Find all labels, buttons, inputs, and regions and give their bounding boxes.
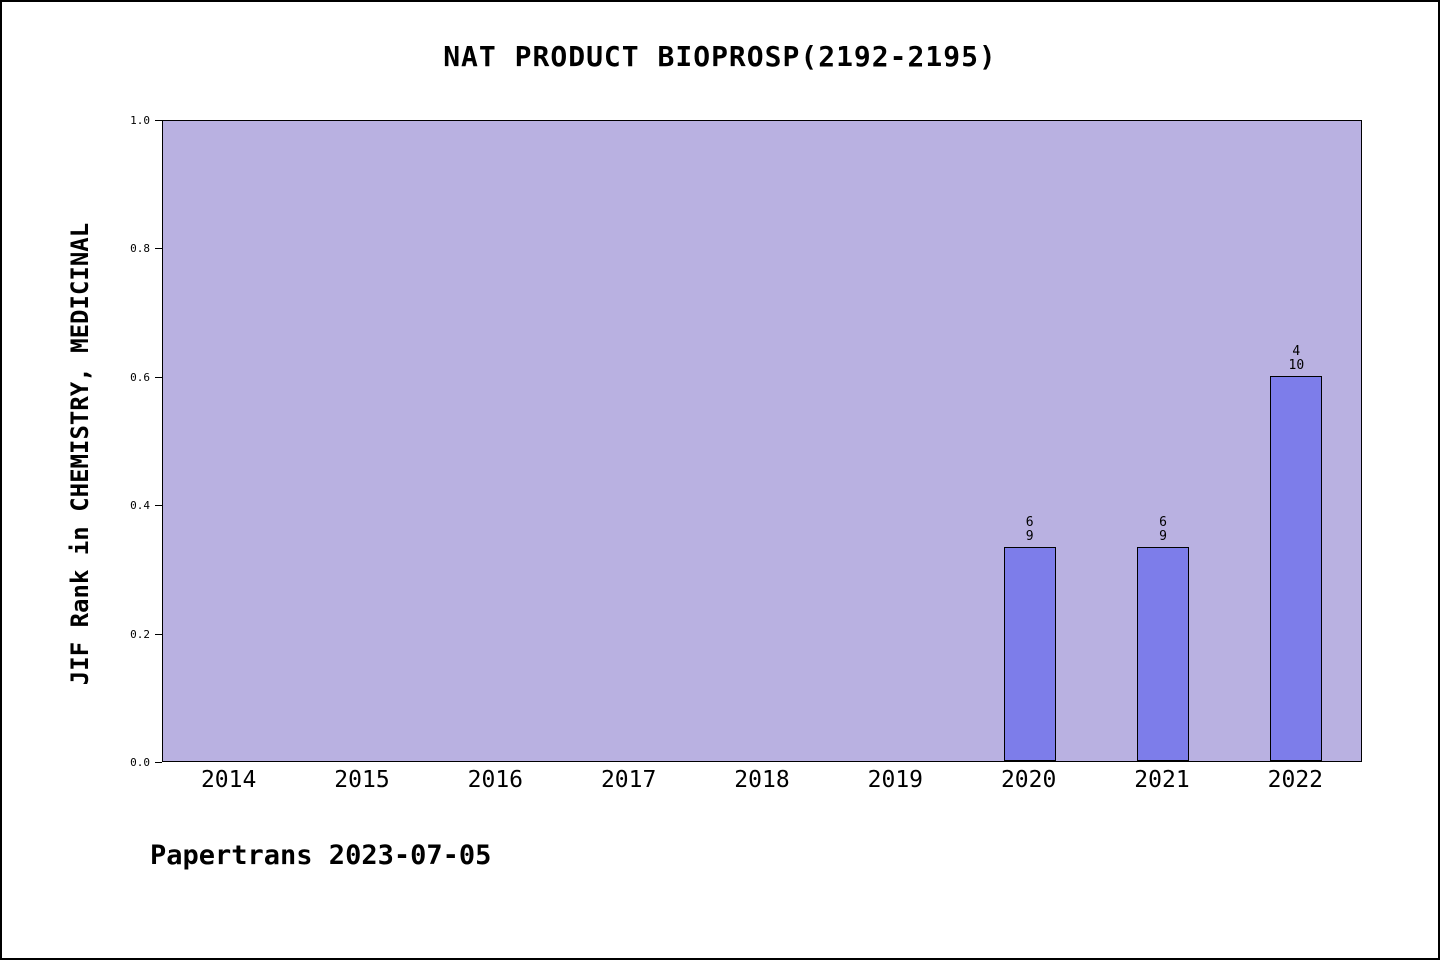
bar-value-label-2022: 4 10 xyxy=(1288,343,1305,373)
x-tick-label-2015: 2015 xyxy=(334,767,390,793)
x-tick-label-2014: 2014 xyxy=(200,767,257,793)
chart-title: NAT PRODUCT BIOPROSP(2192-2195) xyxy=(443,40,997,73)
x-tick-label-2021: 2021 xyxy=(1134,767,1190,793)
y-tick-mark xyxy=(155,376,162,378)
bar-value-label-2020: 6 9 xyxy=(1025,515,1034,545)
footer-watermark: Papertrans 2023-07-05 xyxy=(150,840,492,871)
y-tick-mark xyxy=(155,120,162,121)
plot-area: 6 9 6 9 4 10 xyxy=(162,120,1362,762)
y-tick-mark xyxy=(155,248,162,250)
bar-value-label-2021: 6 9 xyxy=(1159,515,1167,545)
y-tick-label: 1.0 xyxy=(130,114,150,127)
bar-2022 xyxy=(1270,375,1323,761)
y-tick-label: 0.6 xyxy=(130,370,150,384)
y-tick-label: 0.0 xyxy=(130,756,150,769)
y-axis-label: JIF Rank in CHEMISTRY, MEDICINAL xyxy=(66,222,94,686)
bar-2020 xyxy=(1003,547,1056,761)
x-tick-label-2019: 2019 xyxy=(867,767,924,793)
y-tick-label: 0.2 xyxy=(130,627,150,641)
y-tick-mark xyxy=(155,505,162,507)
bar-2021 xyxy=(1137,547,1189,761)
x-tick-label-2022: 2022 xyxy=(1267,767,1324,793)
y-tick-mark xyxy=(155,633,162,635)
x-tick-label-2017: 2017 xyxy=(600,767,657,793)
x-tick-label-2020: 2020 xyxy=(1000,767,1057,793)
y-tick-label: 0.8 xyxy=(130,242,150,256)
x-tick-label-2018: 2018 xyxy=(734,767,790,793)
y-tick-label: 0.4 xyxy=(130,499,150,513)
x-tick-label-2016: 2016 xyxy=(467,767,524,793)
y-tick-mark xyxy=(155,762,162,763)
